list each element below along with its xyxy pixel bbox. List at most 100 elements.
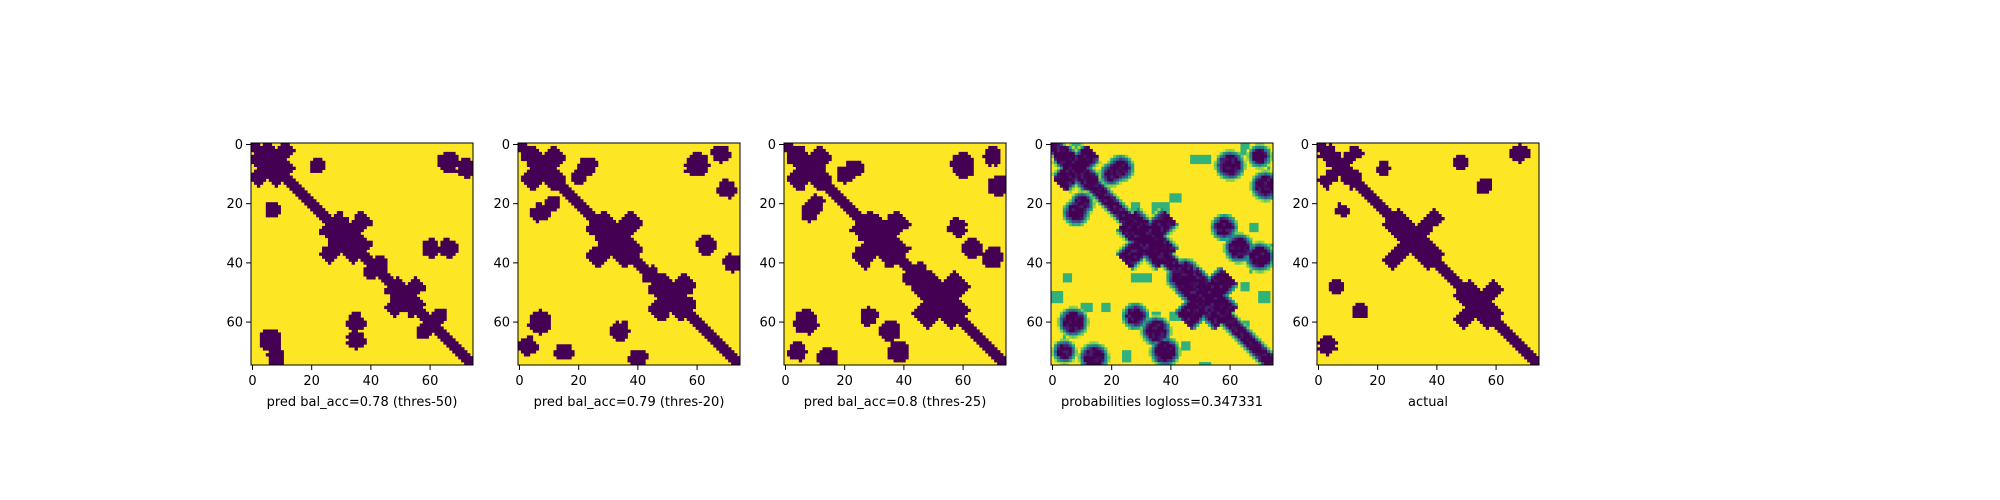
heatmap-cell	[896, 359, 900, 363]
heatmap-cell	[816, 145, 820, 150]
heatmap-cell	[360, 217, 364, 221]
heatmap-cell	[639, 261, 643, 265]
heatmap-cell	[1169, 222, 1173, 227]
heatmap-cell	[997, 190, 1001, 194]
heatmap-cell	[1068, 151, 1073, 156]
heatmap-cell	[259, 178, 264, 182]
heatmap-cell	[1255, 143, 1259, 147]
heatmap-cell	[351, 243, 355, 247]
heatmap-cell	[618, 255, 622, 259]
heatmap-cell	[559, 350, 563, 354]
heatmap-cell	[680, 276, 685, 280]
heatmap-cell	[274, 344, 278, 348]
heatmap-cell	[911, 279, 915, 283]
heatmap-cell	[677, 317, 682, 321]
heatmap-cell	[1199, 154, 1203, 159]
heatmap-cell	[875, 252, 880, 256]
heatmap-cell	[277, 338, 281, 342]
heatmap-cell	[884, 258, 888, 262]
y-tick-label: 0	[502, 138, 510, 153]
heatmap-cell	[283, 178, 287, 182]
heatmap-cell	[390, 308, 394, 313]
heatmap-cell	[946, 305, 951, 310]
heatmap-cell	[801, 211, 806, 215]
heatmap-cell	[843, 172, 847, 176]
heatmap-cell	[858, 166, 862, 170]
heatmap-cell	[437, 323, 441, 327]
heatmap-cell	[657, 282, 661, 286]
x-tick-label: 20	[303, 374, 320, 389]
heatmap-cell	[1125, 160, 1129, 165]
heatmap-cell	[792, 154, 797, 159]
heatmap-cell	[967, 332, 971, 336]
heatmap-cell	[446, 160, 450, 165]
heatmap-cell	[410, 299, 415, 304]
heatmap-cell	[416, 288, 421, 292]
heatmap-cell	[1225, 160, 1229, 165]
heatmap-cell	[1086, 184, 1090, 188]
heatmap-cell	[259, 169, 264, 173]
heatmap-cell	[710, 151, 714, 156]
heatmap-cell	[940, 308, 945, 313]
heatmap-cell	[893, 359, 897, 363]
heatmap-cell	[1228, 172, 1232, 176]
heatmap-cell	[550, 148, 554, 153]
heatmap-cell	[1068, 205, 1073, 209]
heatmap-cell	[336, 249, 341, 253]
heatmap-cell	[286, 172, 290, 176]
heatmap-cell	[354, 323, 358, 327]
heatmap-cell	[789, 143, 794, 147]
heatmap-cell	[795, 178, 800, 182]
heatmap-cell	[994, 347, 998, 351]
heatmap-cell	[1270, 169, 1274, 173]
heatmap-cell	[529, 184, 534, 188]
heatmap-cell	[858, 237, 862, 242]
heatmap-cell	[1000, 178, 1004, 182]
heatmap-cell	[1086, 181, 1090, 185]
heatmap-cell	[636, 261, 640, 265]
heatmap-cell	[330, 252, 335, 256]
heatmap-cell	[819, 160, 823, 165]
heatmap-cell	[550, 157, 554, 162]
heatmap-cell	[716, 347, 720, 351]
heatmap-cell	[330, 228, 335, 233]
heatmap-cell	[855, 249, 859, 253]
heatmap-cell	[1267, 196, 1271, 200]
heatmap-cell	[798, 359, 803, 363]
heatmap-cell	[1130, 202, 1135, 206]
heatmap-cell	[1003, 359, 1007, 363]
heatmap-cell	[887, 323, 891, 327]
heatmap-cell	[580, 202, 584, 206]
heatmap-cell	[807, 199, 811, 203]
heatmap-cell	[731, 350, 735, 354]
heatmap-cell	[893, 222, 897, 227]
heatmap-cell	[251, 178, 255, 182]
heatmap-cell	[532, 320, 537, 324]
heatmap-cell	[846, 208, 850, 212]
heatmap-cell	[523, 353, 528, 357]
heatmap-cell	[360, 237, 364, 242]
heatmap-cell	[455, 246, 459, 250]
heatmap-cell	[893, 246, 897, 250]
heatmap-cell	[639, 267, 643, 271]
heatmap-cell	[396, 293, 400, 298]
heatmap-cell	[1228, 157, 1232, 162]
heatmap-cell	[1163, 234, 1167, 239]
heatmap-cell	[262, 344, 267, 348]
heatmap-cell	[384, 261, 388, 265]
x-tick-label: 0	[248, 374, 256, 389]
heatmap-cell	[413, 291, 418, 295]
heatmap-cell	[609, 237, 614, 242]
heatmap-cell	[446, 341, 450, 345]
heatmap-cell	[256, 163, 261, 168]
heatmap-cell	[609, 326, 614, 330]
heatmap-cell	[680, 285, 685, 289]
heatmap-cell	[550, 160, 554, 165]
heatmap-cell	[251, 154, 255, 159]
heatmap-cell	[1154, 214, 1158, 218]
heatmap-cell	[1261, 169, 1265, 173]
heatmap-cell	[1228, 163, 1232, 168]
heatmap-cell	[271, 350, 276, 354]
heatmap-cell	[547, 178, 551, 182]
heatmap-cell	[253, 145, 258, 150]
